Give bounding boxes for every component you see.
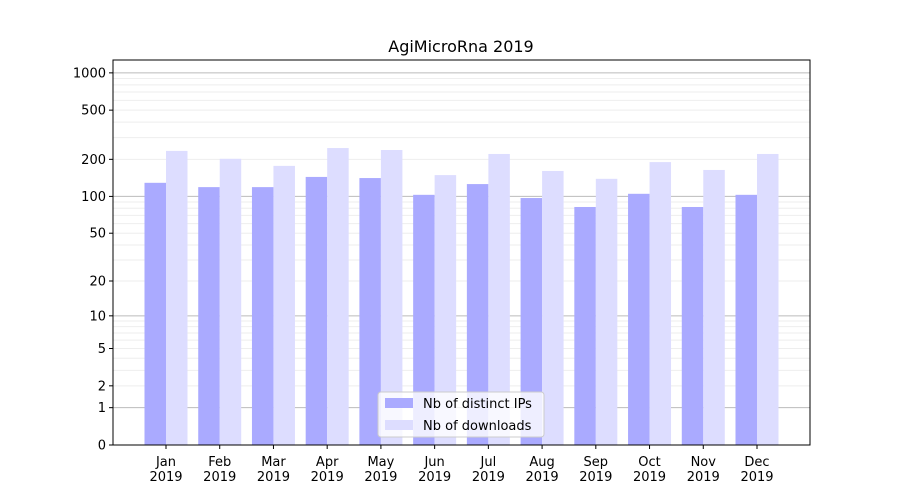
- y-tick-label: 1000: [73, 66, 106, 81]
- bar-distinct-ips: [198, 187, 220, 445]
- bar-distinct-ips: [413, 194, 435, 445]
- bar-downloads: [380, 150, 403, 445]
- x-tick-label: Oct 2019: [633, 455, 666, 485]
- chart-title: AgiMicroRna 2019: [388, 37, 533, 56]
- bar-downloads: [703, 169, 725, 446]
- plot-frame: [112, 59, 811, 446]
- bar-downloads: [595, 178, 618, 446]
- bar-distinct-ips: [359, 178, 381, 446]
- bar-distinct-ips: [628, 193, 650, 445]
- y-tick-label: 0: [98, 439, 106, 454]
- bar-downloads: [434, 175, 457, 445]
- y-tick-label: 1: [98, 401, 106, 416]
- y-tick-label: 200: [81, 153, 106, 168]
- x-tick-label: Sep 2019: [579, 455, 612, 485]
- bar-distinct-ips: [735, 194, 757, 445]
- bar-downloads: [166, 150, 188, 445]
- y-tick-label: 5: [98, 342, 106, 357]
- x-tick-label: Jun 2019: [418, 455, 451, 485]
- x-tick-label: Dec 2019: [740, 455, 773, 485]
- y-tick-label: 20: [89, 275, 106, 290]
- legend-swatch-ips: [385, 398, 413, 408]
- bar-downloads: [757, 153, 779, 446]
- bar-distinct-ips: [520, 198, 543, 445]
- x-tick-label: May 2019: [364, 455, 397, 485]
- legend-label-downloads: Nb of downloads: [423, 419, 532, 434]
- bar-distinct-ips: [574, 206, 596, 445]
- bar-distinct-ips: [681, 206, 704, 445]
- x-tick-label: Feb 2019: [203, 455, 236, 485]
- bar-distinct-ips: [466, 184, 489, 446]
- y-tick-label: 10: [89, 309, 106, 324]
- y-tick-label: 2: [98, 379, 106, 394]
- y-tick-label: 500: [81, 104, 106, 119]
- bar-distinct-ips: [144, 182, 166, 445]
- y-tick-label: 50: [89, 227, 106, 242]
- legend-label-ips: Nb of distinct IPs: [423, 397, 532, 412]
- legend: Nb of distinct IPs Nb of downloads: [377, 391, 545, 438]
- bar-distinct-ips: [305, 176, 328, 445]
- bar-downloads: [488, 153, 510, 446]
- bar-downloads: [219, 158, 242, 446]
- bar-downloads: [273, 165, 295, 445]
- y-tick-label: 100: [81, 190, 106, 205]
- bar-downloads: [649, 162, 672, 446]
- bar-downloads: [542, 170, 564, 445]
- bar-downloads: [327, 148, 349, 445]
- x-tick-label: Jan 2019: [149, 455, 182, 485]
- x-tick-label: Nov 2019: [687, 455, 720, 485]
- x-tick-label: Mar 2019: [257, 455, 290, 485]
- x-tick-label: Aug 2019: [526, 455, 559, 485]
- x-tick-label: Apr 2019: [311, 455, 344, 485]
- bar-distinct-ips: [251, 187, 274, 445]
- legend-swatch-downloads: [385, 420, 413, 430]
- x-tick-label: Jul 2019: [472, 455, 505, 485]
